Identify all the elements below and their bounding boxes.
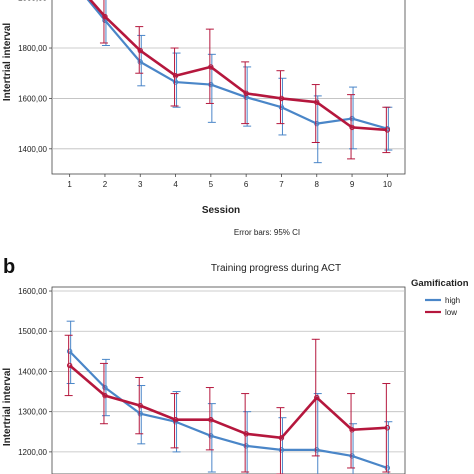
- panel-a-y-tick-label: 1600,00: [18, 94, 47, 103]
- panel-b-title: Training progress during ACT: [211, 263, 341, 274]
- panel-b-low-point: [172, 417, 179, 423]
- panel-b-series-group: [64, 320, 393, 474]
- panel-a-high-point: [314, 120, 320, 127]
- panel-a-error-bar-note: Error bars: 95% CI: [234, 228, 300, 237]
- panel-a-x-tick-label: 6: [244, 180, 249, 189]
- panel-a-low-point: [314, 99, 320, 105]
- panel-b-high-point: [66, 348, 73, 355]
- panel-b-high-point: [384, 465, 391, 471]
- panel-b-low-point: [243, 431, 249, 437]
- panel-a-x-tick-label: 8: [315, 180, 320, 189]
- panel-a-high-point: [172, 79, 179, 85]
- panel-b-label: b: [3, 256, 15, 278]
- panel-a-y-tick-label: 2000,00: [18, 0, 47, 3]
- panel-a-low-point: [172, 73, 179, 79]
- panel-b-y-tick-label: 1400,00: [18, 367, 47, 376]
- panel-b-low-point: [102, 392, 108, 399]
- panel-b-high-point: [102, 384, 108, 391]
- panel-a-series-line-low: [88, 0, 388, 132]
- panel-b-legend-label-low: low: [445, 308, 457, 317]
- panel-b-low-point: [314, 394, 320, 401]
- panel-b-high-point: [243, 443, 249, 449]
- panel-a-x-tick-label: 4: [173, 180, 178, 189]
- panel-b-high-point: [208, 433, 214, 439]
- panel-b-low-point: [137, 402, 143, 409]
- panel-a-x-axis-label: Session: [202, 205, 240, 216]
- panel-b-series-line-high: [68, 350, 388, 470]
- panel-a-x-tick-label: 10: [383, 180, 392, 189]
- panel-b-low-point: [278, 435, 285, 441]
- panel-a-high-point: [349, 115, 355, 122]
- panel-a-low-point: [102, 13, 108, 20]
- panel-b-y-tick-label: 1500,00: [18, 327, 47, 336]
- panel-b-series-line-low: [68, 364, 388, 440]
- panel-a-low-point: [243, 90, 249, 97]
- panel-a-low-point: [384, 127, 391, 133]
- panel-a-y-axis-label: Intertrial interval: [2, 23, 13, 102]
- panel-a-x-tick-label: 7: [279, 180, 284, 189]
- panel-b-legend-title: Gamification: [411, 278, 469, 289]
- panel-b-low-point: [66, 362, 73, 369]
- panel-b-legend: high low: [425, 296, 460, 317]
- panel-b-legend-label-high: high: [445, 296, 460, 305]
- panel-a-x-tick-label: 5: [209, 180, 214, 189]
- panel-a-low-point: [278, 95, 285, 102]
- panel-a-x-tick-label: 1: [67, 180, 72, 189]
- panel-a-plot-frame: [51, 0, 406, 175]
- panel-a-y-tick-label: 1400,00: [18, 145, 47, 154]
- panel-a-high-point: [278, 104, 285, 110]
- panel-b-y-tick-label: 1300,00: [18, 408, 47, 417]
- panel-a-x-tick-label: 3: [138, 180, 143, 189]
- panel-b-low-point: [384, 425, 391, 431]
- panel-a-high-point: [208, 81, 214, 88]
- panel-a-plot: 1400,00 1600,00 1800,00 2000,00 1 2 3 4 5 6 7 8 9 10: [18, 0, 406, 189]
- panel-a-y-tick-label: 1800,00: [18, 44, 47, 53]
- panel-a-low-point: [208, 64, 214, 70]
- panel-a-series-group: [86, 0, 393, 164]
- panel-b-y-tick-label: 1600,00: [18, 287, 47, 296]
- panel-b-high-point: [278, 447, 285, 453]
- panel-b-high-point: [137, 410, 143, 417]
- panel-a-low-point: [137, 47, 143, 54]
- panel-a-x-tick-label: 2: [103, 180, 108, 189]
- panel-b-high-point: [314, 447, 320, 453]
- panel-a-high-point: [243, 94, 249, 100]
- panel-b-high-point: [349, 453, 355, 459]
- panel-b-y-axis-label: Intertrial interval: [2, 368, 13, 447]
- panel-b-low-point: [349, 427, 355, 433]
- panel-a-x-tick-label: 9: [350, 180, 355, 189]
- panel-b-plot-frame: [51, 286, 406, 474]
- panel-a-low-point: [349, 124, 355, 131]
- panel-b-low-point: [208, 417, 214, 423]
- panel-a-series-line-high: [86, 0, 388, 130]
- panel-b-plot: 1200,00 1300,00 1400,00 1500,00 1600,00: [18, 286, 406, 474]
- panel-a-high-point: [137, 59, 143, 65]
- panel-b-y-tick-label: 1200,00: [18, 448, 47, 457]
